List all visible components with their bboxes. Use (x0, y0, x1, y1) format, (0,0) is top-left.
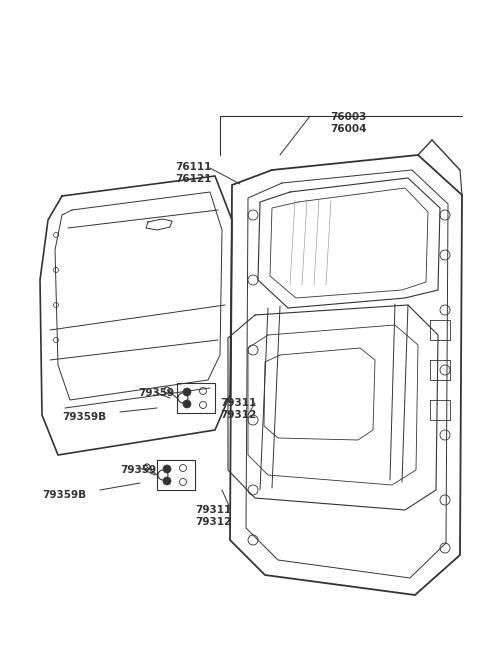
Text: 79359: 79359 (138, 388, 174, 398)
Circle shape (163, 465, 171, 473)
Text: 79311
79312: 79311 79312 (195, 505, 231, 527)
Text: 79359B: 79359B (62, 412, 106, 422)
Text: 79359: 79359 (120, 465, 156, 475)
Circle shape (163, 477, 171, 485)
Text: 76003
76004: 76003 76004 (330, 112, 367, 134)
Text: 79311
79312: 79311 79312 (220, 398, 256, 420)
Circle shape (183, 388, 191, 396)
Circle shape (183, 400, 191, 408)
Text: 79359B: 79359B (42, 490, 86, 500)
Text: 76111
76121: 76111 76121 (175, 162, 211, 184)
